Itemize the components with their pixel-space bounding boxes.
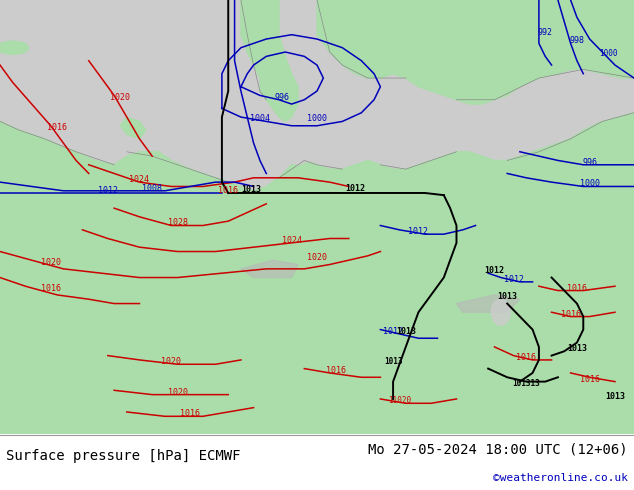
Text: 1000: 1000 <box>599 49 618 58</box>
Text: 996: 996 <box>582 158 597 167</box>
Text: Surface pressure [hPa] ECMWF: Surface pressure [hPa] ECMWF <box>6 449 241 463</box>
Polygon shape <box>120 117 146 139</box>
Text: 1012: 1012 <box>503 275 524 284</box>
Text: 1004: 1004 <box>250 115 270 123</box>
Text: 1008: 1008 <box>142 184 162 193</box>
Text: 1016: 1016 <box>579 375 600 384</box>
Polygon shape <box>317 0 634 104</box>
Text: ©weatheronline.co.uk: ©weatheronline.co.uk <box>493 472 628 483</box>
Text: 1024: 1024 <box>281 236 302 245</box>
Text: 101313: 101313 <box>512 379 540 388</box>
Text: 1020: 1020 <box>41 258 61 267</box>
Text: 1013: 1013 <box>497 292 517 301</box>
Polygon shape <box>456 295 520 312</box>
Polygon shape <box>241 260 298 277</box>
Text: 1012: 1012 <box>98 186 118 195</box>
Text: 1012: 1012 <box>408 227 429 236</box>
Text: 1016: 1016 <box>560 310 581 318</box>
Text: 1020: 1020 <box>161 357 181 366</box>
Text: 1020: 1020 <box>110 93 131 102</box>
Text: 1016: 1016 <box>47 123 67 132</box>
Text: 1013: 1013 <box>396 327 416 336</box>
Text: 1020: 1020 <box>167 388 188 396</box>
Text: 1016: 1016 <box>567 284 587 293</box>
Text: 996: 996 <box>275 93 290 102</box>
Text: 1013: 1013 <box>567 344 587 353</box>
Text: 1013: 1013 <box>384 357 403 366</box>
Polygon shape <box>279 130 317 165</box>
Text: 1012: 1012 <box>484 266 505 275</box>
Text: 1016: 1016 <box>41 284 61 293</box>
Text: 1012: 1012 <box>383 327 403 336</box>
Text: 1000: 1000 <box>579 179 600 189</box>
Text: 1024: 1024 <box>129 175 150 184</box>
Text: 1028: 1028 <box>167 219 188 227</box>
Text: 992: 992 <box>538 28 553 37</box>
Text: 1013: 1013 <box>241 185 261 194</box>
Ellipse shape <box>491 299 510 325</box>
Text: Mo 27-05-2024 18:00 UTC (12+06): Mo 27-05-2024 18:00 UTC (12+06) <box>368 442 628 456</box>
Text: 1016: 1016 <box>217 186 238 195</box>
Text: 1016: 1016 <box>180 409 200 418</box>
Text: 11020: 11020 <box>388 396 411 405</box>
Text: 1016: 1016 <box>516 353 536 362</box>
Ellipse shape <box>0 41 29 54</box>
Text: 1012: 1012 <box>345 184 365 193</box>
Text: 1020: 1020 <box>307 253 327 262</box>
Polygon shape <box>0 113 634 434</box>
Text: 998: 998 <box>569 36 585 46</box>
Polygon shape <box>241 0 298 122</box>
Text: 1000: 1000 <box>307 115 327 123</box>
Text: 1016: 1016 <box>326 366 346 375</box>
Text: 1013: 1013 <box>605 392 625 401</box>
